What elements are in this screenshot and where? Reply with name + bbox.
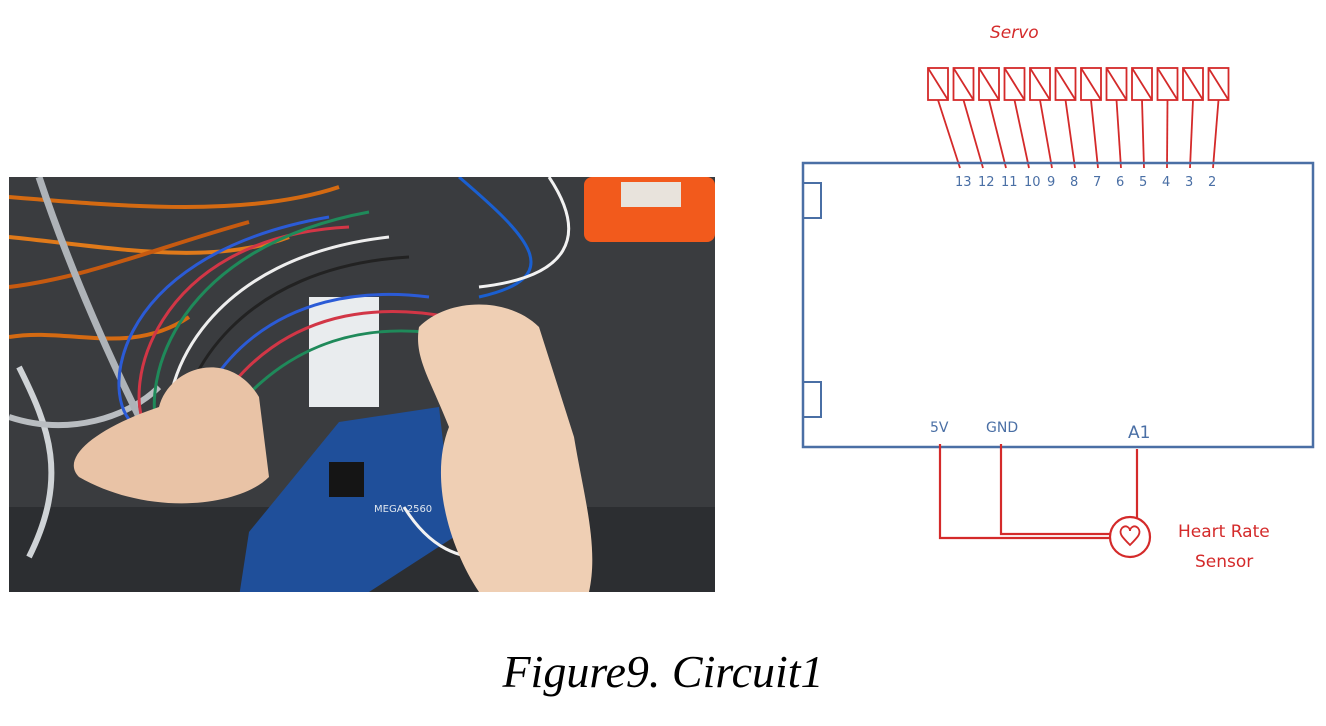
pin-label: 9 (1047, 175, 1055, 190)
servo-wire (1212, 99, 1220, 169)
servo-mark (1182, 67, 1204, 101)
heart-icon (1119, 525, 1141, 547)
right-hand (418, 304, 593, 592)
servo-mark (1156, 67, 1179, 101)
left-hand (73, 367, 269, 504)
board-label: MEGA 2560 (374, 504, 432, 515)
sensor-label-line1: Heart Rate (1178, 522, 1270, 542)
pin-label: 13 (955, 175, 972, 190)
pin-label: 4 (1162, 175, 1170, 190)
servo-wire (1039, 99, 1053, 169)
pin-label: 12 (978, 175, 995, 190)
pin-label: 5 (1139, 175, 1147, 190)
pin-label: 3 (1185, 175, 1193, 190)
label-gnd: GND (986, 420, 1018, 436)
label-a1: A1 (1128, 423, 1150, 443)
servo-mark (1105, 67, 1128, 101)
pin-label: 7 (1093, 175, 1101, 190)
figure-caption: Figure9. Circuit1 (502, 646, 824, 697)
servo-mark (927, 67, 949, 101)
servo-wire (1166, 99, 1169, 169)
label-5v: 5V (930, 420, 949, 436)
pin-label: 10 (1024, 175, 1041, 190)
usb-port (803, 182, 822, 219)
servo-mark (1131, 67, 1153, 101)
servo-wire (1090, 99, 1099, 169)
pin-label: 6 (1116, 175, 1124, 190)
wire-gnd (999, 444, 1113, 536)
sensor-label-line2: Sensor (1195, 552, 1253, 572)
heart-rate-sensor (1108, 515, 1152, 559)
circuit-photo: MEGA 2560 (9, 177, 715, 592)
sensor-wiring (938, 444, 1139, 540)
servo-wire (988, 99, 1007, 169)
pin-label: 8 (1070, 175, 1078, 190)
servo-mark (1029, 67, 1051, 101)
servo-mark (952, 67, 975, 101)
servo-mark (1080, 67, 1102, 101)
orange-box (584, 177, 715, 242)
servo-wire (1189, 99, 1194, 169)
servo-wire (1115, 99, 1122, 169)
wire-5v (938, 444, 1113, 540)
power-jack (803, 381, 822, 418)
servo-wire (1141, 99, 1145, 169)
arduino-outline (801, 161, 1315, 449)
servo-mark (978, 67, 1000, 101)
servo-mark (1207, 67, 1230, 101)
pin-label: 2 (1208, 175, 1216, 190)
wiring-diagram: Servo 13 12 11 10 9 8 7 6 5 4 3 2 5V GND A1 Heart R… (801, 23, 1315, 572)
pin-label: 11 (1001, 175, 1018, 190)
arduino-board (239, 407, 454, 592)
servo-wire (937, 99, 961, 169)
servo-wire (1013, 99, 1030, 169)
servo-mark (1003, 67, 1026, 101)
servo-mark (1054, 67, 1077, 101)
servo-wire (1064, 99, 1076, 169)
servo-wire (962, 99, 984, 169)
servo-group (927, 67, 1230, 169)
servo-label: Servo (990, 23, 1039, 43)
